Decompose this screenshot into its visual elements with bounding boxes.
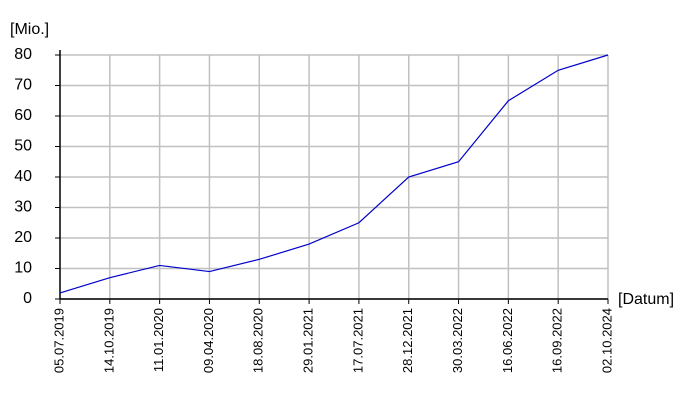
y-tick-label: 20: [14, 229, 32, 246]
y-tick-label: 0: [23, 290, 32, 307]
y-tick-label: 80: [14, 46, 32, 63]
line: [59, 54, 609, 294]
x-tick-label: 11.01.2020: [151, 308, 166, 372]
x-tick-label: 16.06.2022: [500, 308, 515, 373]
x-tick-label: 16.09.2022: [550, 308, 565, 373]
x-tick-label: 14.10.2019: [101, 308, 116, 373]
y-tick-label: 60: [14, 107, 32, 124]
x-tick-label: 29.01.2021: [301, 308, 316, 373]
x-axis-label: [Datum]: [618, 291, 674, 308]
x-tick-label: 09.04.2020: [201, 308, 216, 373]
x-tick-label: 17.07.2021: [350, 308, 365, 373]
x-tick-label: 18.08.2020: [251, 308, 266, 373]
y-tick-label: 10: [14, 260, 32, 277]
x-tick-label: 05.07.2019: [51, 308, 66, 373]
x-tick-label: 28.12.2021: [400, 308, 415, 373]
x-tick-label: 02.10.2024: [599, 308, 614, 373]
y-tick-label: 70: [14, 77, 32, 94]
x-tick-label: 30.03.2022: [450, 308, 465, 373]
y-tick-label: 40: [14, 168, 32, 185]
y-tick-label: 50: [14, 138, 32, 155]
y-tick-label: 30: [14, 199, 32, 216]
y-axis-label: [Mio.]: [10, 21, 49, 38]
